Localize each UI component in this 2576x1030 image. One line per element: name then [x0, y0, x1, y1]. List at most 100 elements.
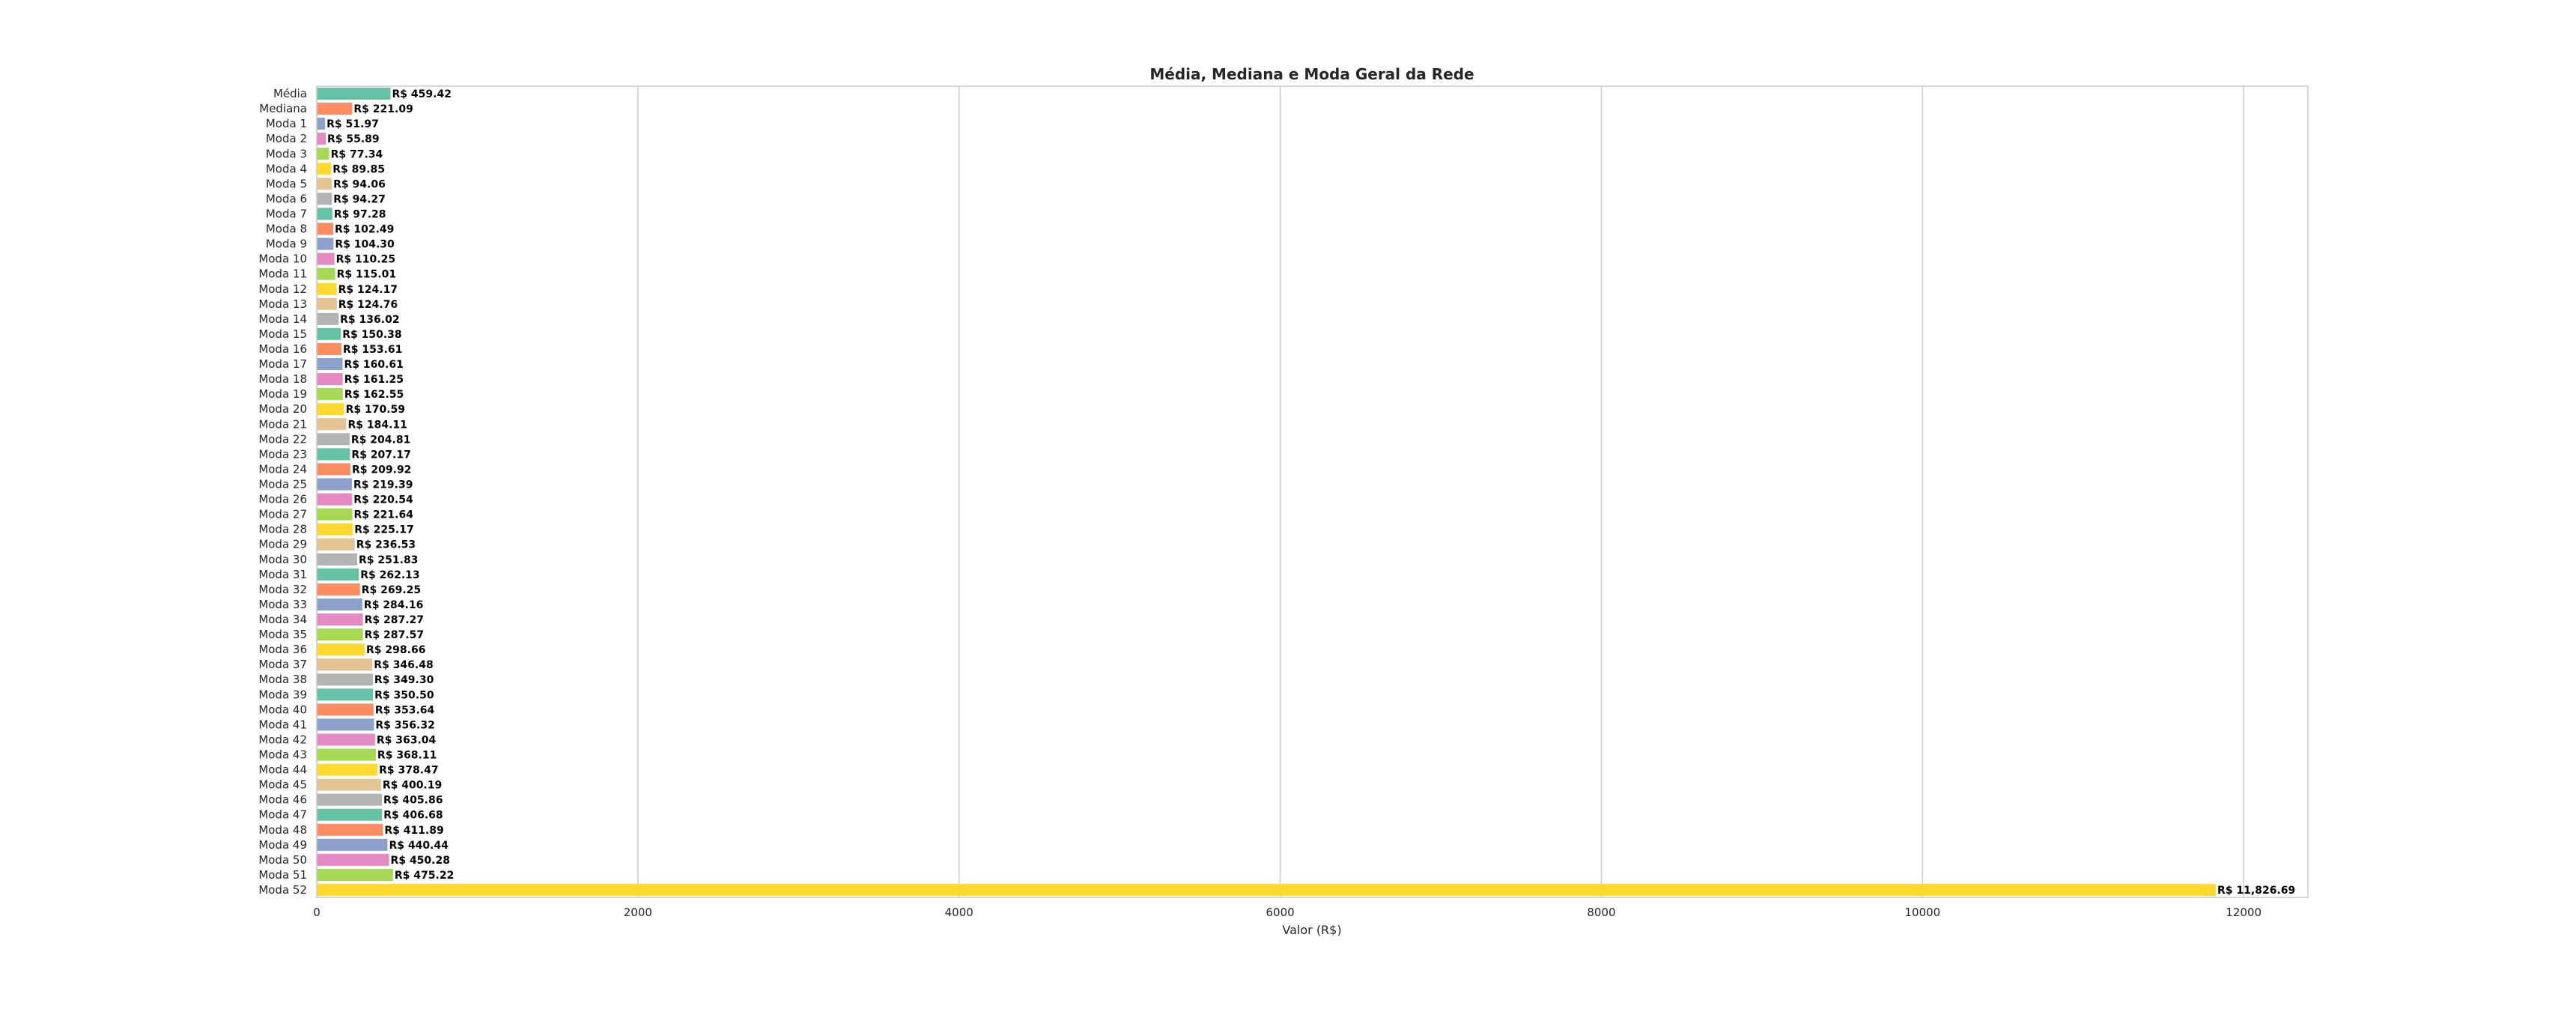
value-label: R$ 236.53 — [356, 539, 416, 551]
bar — [317, 327, 341, 340]
bar — [317, 568, 359, 581]
bar — [317, 448, 350, 461]
value-label: R$ 115.01 — [337, 269, 396, 281]
bar — [317, 493, 353, 506]
value-label: R$ 11,826.69 — [2217, 885, 2295, 897]
category-label: Moda 10 — [258, 252, 307, 266]
x-tick-label: 8000 — [1587, 906, 1615, 919]
category-label: Moda 52 — [258, 883, 307, 897]
bar — [317, 658, 373, 671]
category-label: Moda 12 — [258, 282, 307, 296]
bar — [317, 252, 335, 265]
value-label: R$ 400.19 — [383, 780, 442, 792]
value-label: R$ 204.81 — [351, 434, 410, 446]
x-tick-label: 2000 — [624, 906, 652, 919]
value-label: R$ 349.30 — [374, 674, 434, 686]
x-axis-title: Valor (R$) — [1282, 923, 1341, 937]
value-label: R$ 450.28 — [391, 855, 450, 867]
bar — [317, 312, 339, 325]
category-label: Moda 7 — [266, 207, 307, 220]
value-label: R$ 160.61 — [344, 359, 403, 371]
x-tick-label: 0 — [313, 906, 321, 919]
value-label: R$ 459.42 — [392, 88, 452, 100]
bar — [317, 643, 365, 656]
category-label: Moda 24 — [258, 462, 307, 476]
category-label: Moda 23 — [258, 447, 307, 461]
category-label: Moda 16 — [258, 342, 307, 356]
value-label: R$ 162.55 — [344, 389, 404, 401]
value-label: R$ 475.22 — [395, 870, 454, 882]
category-label: Moda 2 — [266, 132, 307, 145]
x-tick-label: 12000 — [2226, 906, 2261, 919]
category-label: Moda 20 — [258, 402, 307, 416]
category-label: Moda 27 — [258, 508, 307, 521]
category-label: Moda 21 — [258, 417, 307, 431]
value-label: R$ 346.48 — [374, 659, 433, 671]
x-tick-labels: 0 2000 4000 6000 8000 10000 12000 — [313, 906, 2261, 919]
bar — [317, 793, 383, 806]
category-label: Moda 41 — [258, 718, 307, 731]
bar — [317, 868, 393, 881]
category-label: Moda 42 — [258, 733, 307, 746]
bar — [317, 583, 360, 596]
value-label: R$ 150.38 — [342, 329, 401, 341]
bar — [317, 853, 389, 866]
value-label: R$ 405.86 — [383, 795, 443, 807]
category-label: Moda 39 — [258, 688, 307, 701]
category-label: Moda 4 — [266, 162, 307, 175]
value-label: R$ 51.97 — [326, 118, 379, 130]
category-label: Moda 11 — [258, 267, 307, 281]
bar — [317, 148, 329, 160]
bar — [317, 748, 376, 761]
bar — [317, 553, 358, 566]
value-label: R$ 406.68 — [383, 810, 443, 822]
bar — [317, 418, 347, 431]
x-tick-label: 4000 — [945, 906, 973, 919]
value-label: R$ 136.02 — [340, 314, 399, 326]
bar — [317, 778, 381, 791]
bars-group — [317, 88, 2217, 896]
bar — [317, 688, 374, 701]
category-label: Média — [273, 87, 307, 100]
bar — [317, 838, 388, 851]
category-label: Moda 32 — [258, 583, 307, 596]
bar — [317, 478, 353, 491]
category-label: Moda 51 — [258, 868, 307, 882]
value-label: R$ 219.39 — [353, 479, 413, 491]
value-label: R$ 363.04 — [377, 734, 437, 746]
category-label: Moda 15 — [258, 327, 307, 341]
value-label: R$ 207.17 — [351, 449, 410, 461]
category-label: Moda 30 — [258, 553, 307, 566]
bar — [317, 628, 363, 641]
bar — [317, 883, 2217, 896]
bar — [317, 613, 363, 625]
plot-frame — [316, 85, 2309, 898]
category-label: Moda 45 — [258, 778, 307, 792]
value-label: R$ 77.34 — [331, 148, 383, 160]
value-label: R$ 161.25 — [344, 374, 404, 386]
bar — [317, 88, 391, 100]
bar — [317, 703, 374, 716]
category-label: Mediana — [259, 102, 307, 115]
category-label: Moda 31 — [258, 568, 307, 581]
category-label: Moda 19 — [258, 387, 307, 401]
value-label: R$ 411.89 — [384, 825, 443, 837]
bar — [317, 133, 326, 145]
bar — [317, 237, 334, 250]
category-label: Moda 8 — [266, 222, 307, 236]
bar — [317, 118, 326, 130]
category-label: Moda 17 — [258, 357, 307, 371]
category-label: Moda 40 — [258, 703, 307, 716]
bar — [317, 342, 341, 355]
value-label: R$ 221.64 — [354, 509, 414, 521]
value-label: R$ 251.83 — [359, 554, 418, 566]
category-label: Moda 14 — [258, 312, 307, 326]
value-label: R$ 124.76 — [338, 299, 398, 311]
value-label: R$ 89.85 — [332, 163, 385, 175]
bar — [317, 763, 378, 776]
category-label: Moda 9 — [266, 237, 307, 251]
bar — [317, 433, 350, 446]
value-label: R$ 184.11 — [347, 419, 407, 431]
value-label: R$ 153.61 — [343, 344, 402, 356]
